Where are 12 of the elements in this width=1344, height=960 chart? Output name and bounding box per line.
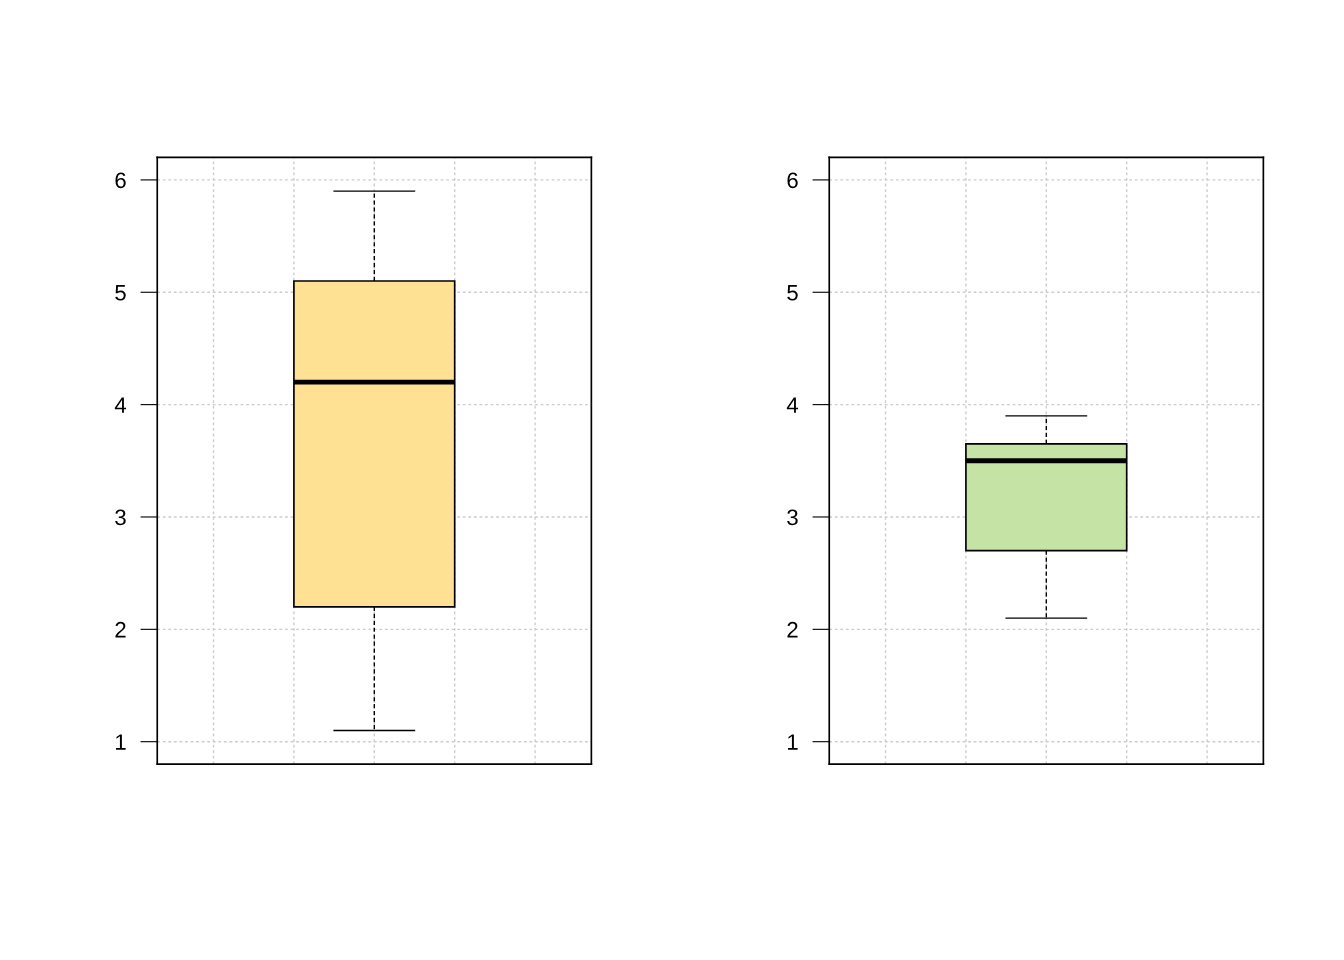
y-tick-label: 4 [786, 397, 799, 413]
y-tick-label: 2 [115, 621, 126, 638]
y-tick-label: 1 [116, 734, 126, 750]
y-tick-label: 5 [115, 285, 126, 301]
y-tick-label: 5 [787, 285, 798, 301]
y-tick-label: 1 [788, 734, 798, 750]
y-tick-label: 4 [114, 397, 127, 413]
y-tick-label: 6 [787, 172, 798, 189]
y-tick-label: 2 [787, 621, 798, 638]
y-tick-label: 6 [115, 172, 126, 189]
y-tick-label: 3 [115, 509, 126, 526]
y-tick-label: 3 [787, 509, 798, 526]
